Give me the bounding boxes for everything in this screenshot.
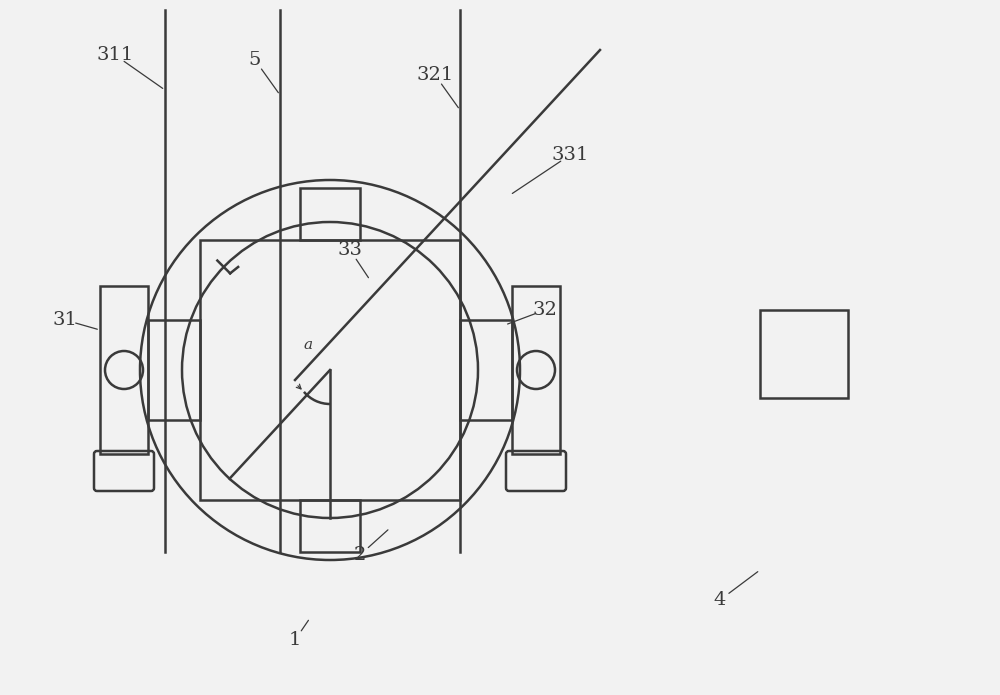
Bar	[300, 188, 360, 240]
Text: 4: 4	[714, 591, 726, 609]
Bar	[760, 310, 848, 398]
Text: 31: 31	[53, 311, 77, 329]
Bar	[460, 320, 512, 420]
Text: 5: 5	[249, 51, 261, 69]
Text: 321: 321	[416, 66, 454, 84]
Text: 32: 32	[533, 301, 557, 319]
Text: 1: 1	[289, 631, 301, 649]
Text: 33: 33	[338, 241, 362, 259]
Bar	[300, 500, 360, 552]
Bar	[200, 240, 460, 500]
Bar	[100, 286, 148, 454]
Text: 2: 2	[354, 546, 366, 564]
Text: 331: 331	[551, 146, 589, 164]
Text: a: a	[303, 338, 313, 352]
Text: 311: 311	[96, 46, 134, 64]
Bar	[148, 320, 200, 420]
Bar	[512, 286, 560, 454]
